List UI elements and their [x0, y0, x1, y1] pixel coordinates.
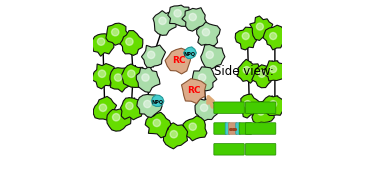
Circle shape [206, 51, 214, 59]
FancyBboxPatch shape [229, 123, 237, 134]
Circle shape [258, 70, 265, 77]
Circle shape [147, 51, 155, 59]
Circle shape [270, 66, 277, 73]
Polygon shape [263, 96, 286, 115]
Polygon shape [181, 79, 206, 104]
FancyBboxPatch shape [245, 102, 276, 113]
Text: NPQ: NPQ [184, 52, 196, 57]
Polygon shape [163, 123, 188, 149]
Circle shape [128, 70, 135, 77]
Polygon shape [120, 31, 143, 55]
FancyBboxPatch shape [236, 123, 240, 134]
Circle shape [142, 74, 149, 81]
FancyBboxPatch shape [225, 123, 230, 134]
Circle shape [153, 119, 160, 127]
Circle shape [126, 102, 133, 110]
Circle shape [189, 13, 196, 21]
Circle shape [99, 104, 107, 112]
Circle shape [159, 17, 166, 25]
Polygon shape [263, 25, 287, 50]
Polygon shape [237, 94, 260, 118]
Circle shape [111, 29, 119, 36]
Polygon shape [184, 47, 196, 59]
Circle shape [242, 33, 249, 40]
Polygon shape [107, 109, 131, 131]
Circle shape [199, 74, 206, 81]
Polygon shape [237, 59, 260, 83]
Polygon shape [252, 101, 274, 124]
Circle shape [257, 23, 263, 30]
Polygon shape [250, 16, 273, 40]
Polygon shape [94, 96, 117, 121]
Polygon shape [92, 64, 117, 89]
FancyBboxPatch shape [214, 144, 244, 155]
Polygon shape [121, 64, 146, 87]
Polygon shape [168, 5, 192, 26]
FancyBboxPatch shape [245, 123, 276, 134]
Circle shape [98, 70, 106, 77]
Polygon shape [252, 65, 276, 88]
Polygon shape [91, 34, 114, 56]
Circle shape [114, 74, 122, 81]
Polygon shape [195, 99, 219, 121]
Polygon shape [182, 8, 207, 31]
FancyBboxPatch shape [214, 123, 226, 134]
Polygon shape [165, 48, 191, 74]
Circle shape [244, 101, 251, 108]
Polygon shape [151, 95, 164, 106]
Polygon shape [201, 44, 225, 70]
Polygon shape [120, 98, 142, 120]
Polygon shape [235, 27, 257, 50]
Polygon shape [106, 23, 128, 45]
Circle shape [243, 67, 250, 74]
Text: RC: RC [172, 56, 185, 65]
Polygon shape [192, 67, 217, 91]
FancyBboxPatch shape [245, 144, 276, 155]
Polygon shape [136, 66, 160, 92]
Polygon shape [183, 116, 207, 141]
Polygon shape [137, 94, 162, 118]
Circle shape [189, 123, 196, 130]
Text: NPQ: NPQ [152, 100, 164, 105]
FancyBboxPatch shape [214, 102, 244, 113]
Circle shape [174, 10, 181, 17]
Circle shape [126, 38, 133, 45]
Circle shape [202, 29, 210, 36]
Polygon shape [197, 22, 220, 46]
Circle shape [170, 131, 178, 138]
Text: Side view:: Side view: [214, 65, 274, 78]
Circle shape [270, 101, 277, 108]
Circle shape [144, 100, 151, 108]
Circle shape [200, 104, 208, 112]
Circle shape [113, 114, 120, 121]
FancyBboxPatch shape [239, 123, 252, 134]
Polygon shape [145, 112, 171, 138]
Polygon shape [262, 61, 285, 81]
Polygon shape [153, 11, 177, 35]
Polygon shape [110, 68, 132, 92]
Circle shape [257, 108, 264, 115]
Text: RC: RC [187, 86, 200, 95]
Polygon shape [141, 45, 166, 68]
Circle shape [97, 38, 105, 45]
Circle shape [270, 33, 277, 40]
